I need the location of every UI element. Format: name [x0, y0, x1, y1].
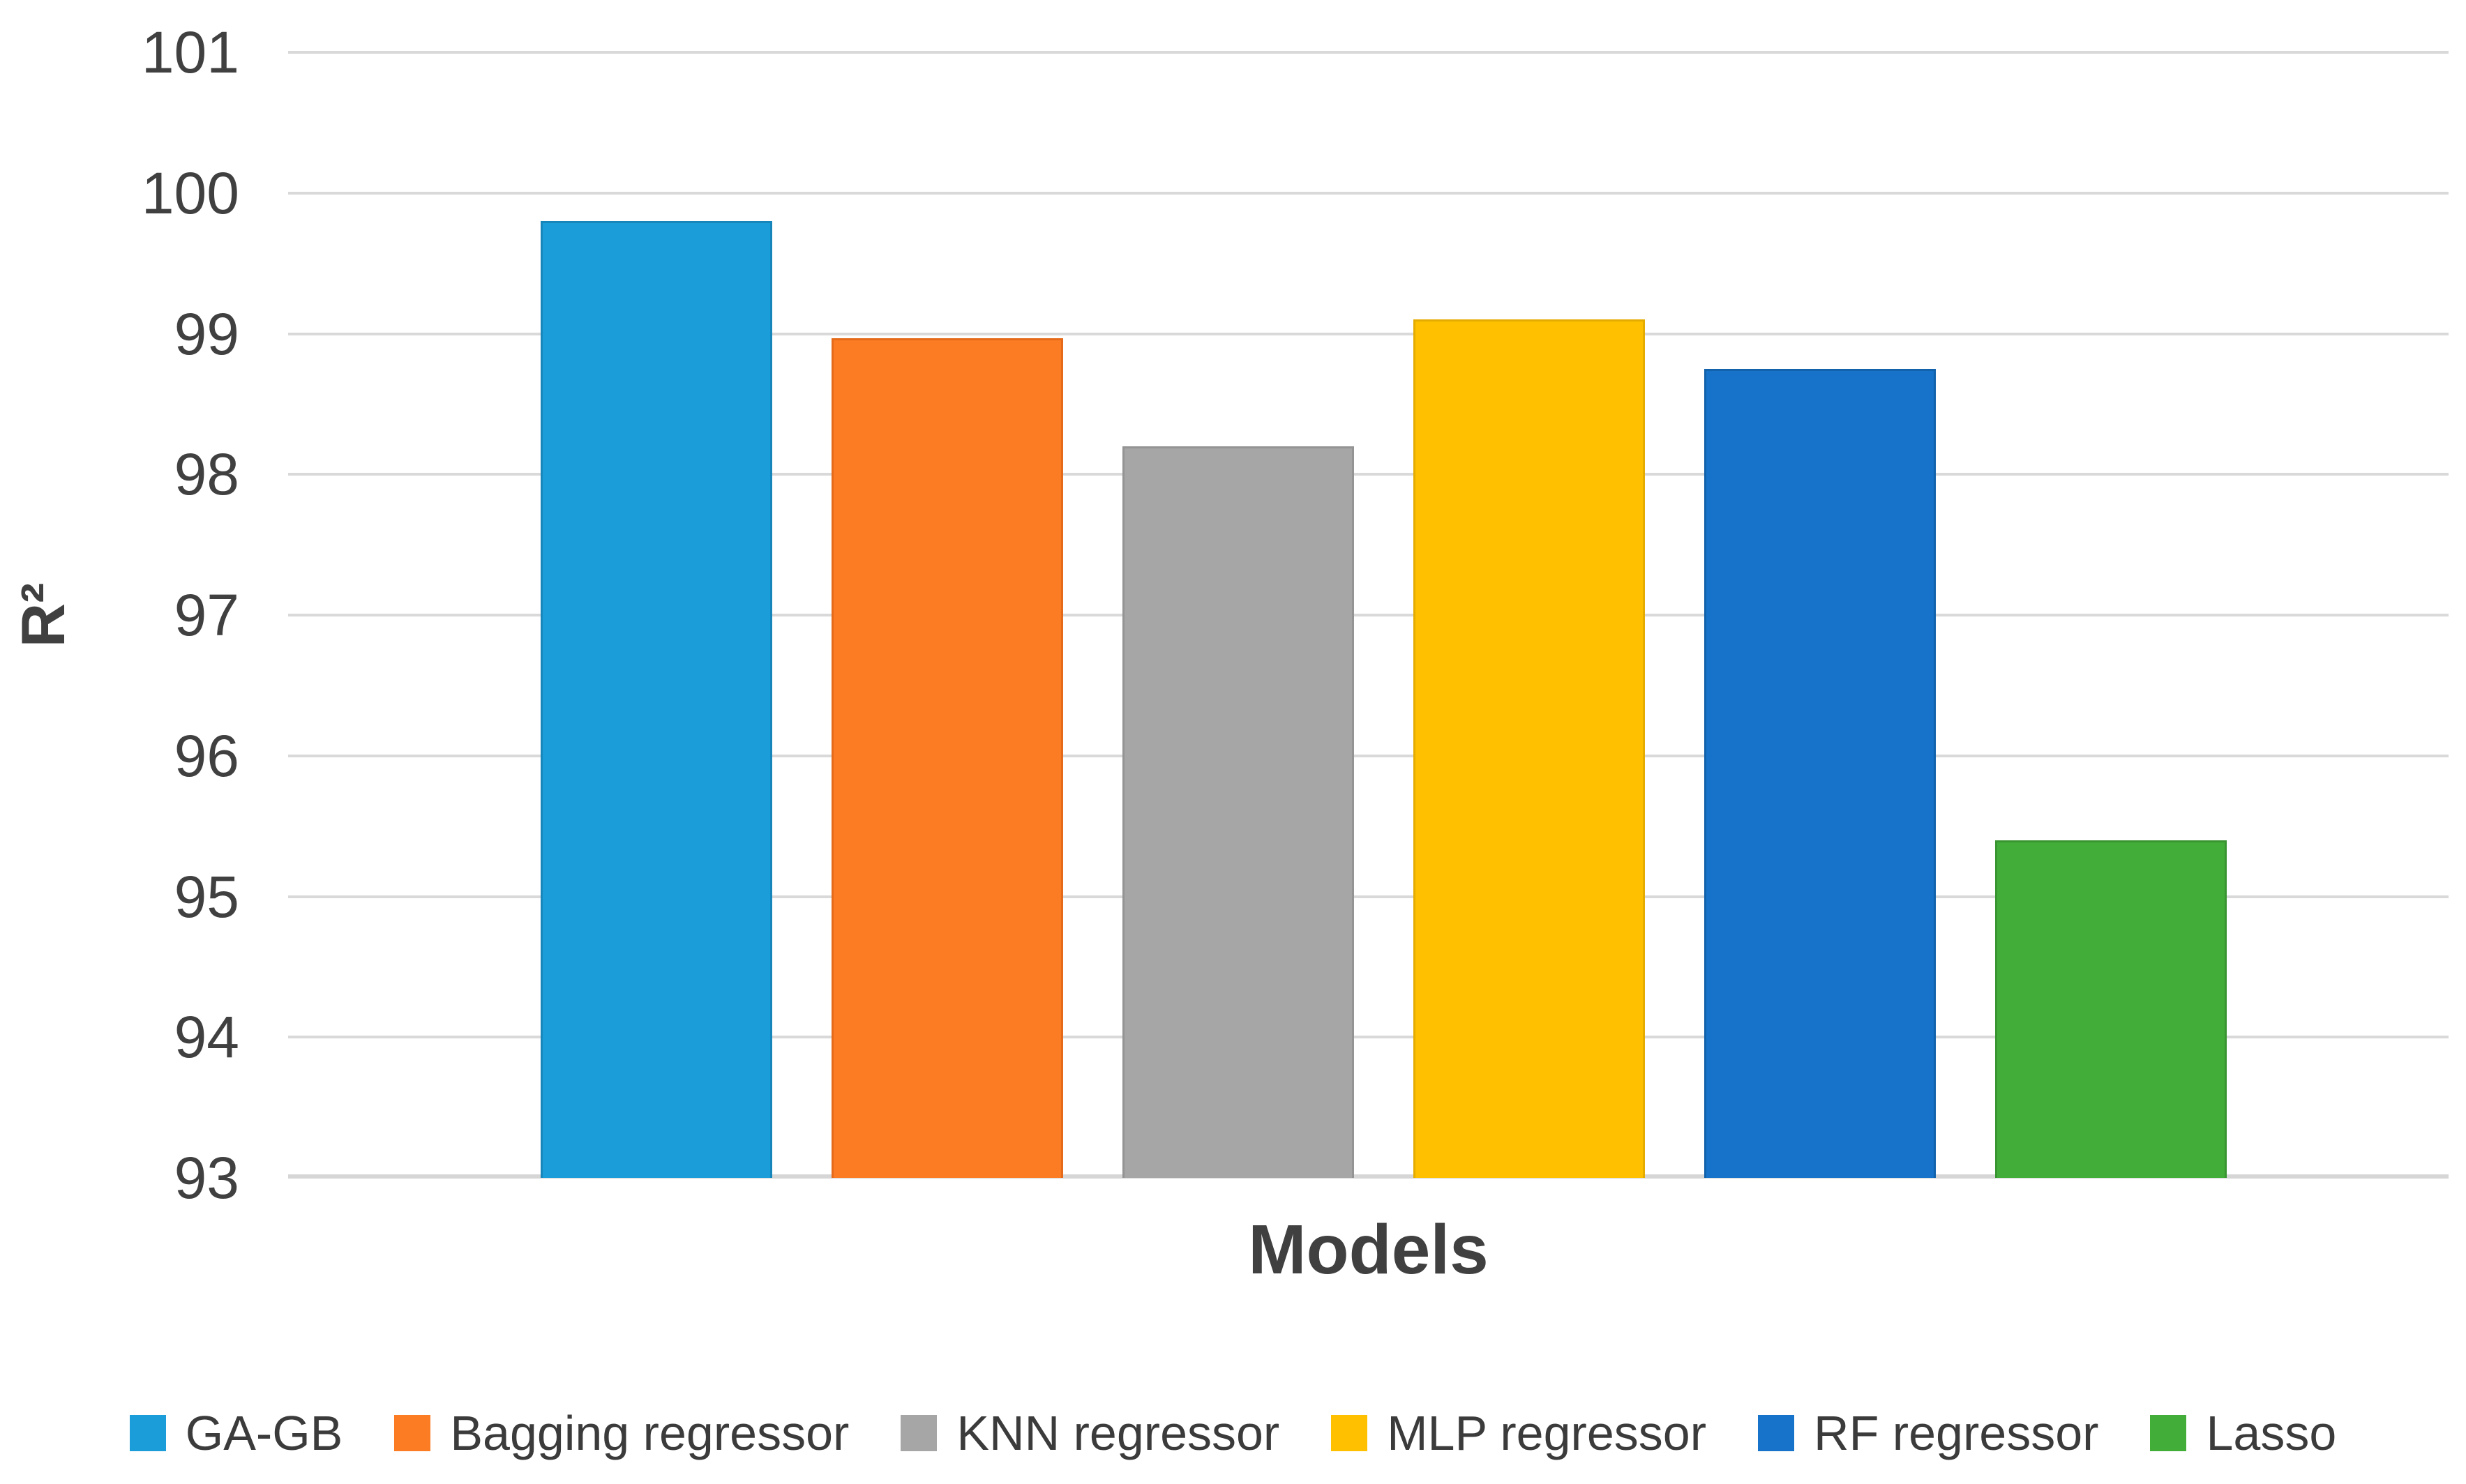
legend-item-knn-regressor: KNN regressor: [901, 1409, 1279, 1458]
gridline: [288, 614, 2449, 616]
y-tick-label: 94: [174, 1004, 239, 1070]
y-tick-label: 97: [174, 582, 239, 648]
bar-knn-regressor: [1122, 446, 1354, 1178]
y-tick-label: 93: [174, 1145, 239, 1211]
bar-rf-regressor: [1704, 368, 1936, 1178]
gridline: [288, 473, 2449, 476]
legend-label: KNN regressor: [956, 1406, 1280, 1460]
bar-ga-gb: [541, 221, 772, 1178]
legend-label: Lasso: [2206, 1406, 2337, 1460]
legend-label: GA-GB: [185, 1406, 343, 1460]
legend-label: MLP regressor: [1387, 1406, 1707, 1460]
legend-item-mlp-regressor: MLP regressor: [1331, 1409, 1706, 1458]
gridline: [288, 895, 2449, 898]
y-tick-label: 99: [174, 301, 239, 367]
y-tick-label: 95: [174, 863, 239, 930]
y-tick-label: 101: [141, 20, 239, 85]
legend-swatch-icon: [2150, 1415, 2187, 1451]
legend-item-bagging-regressor: Bagging regressor: [394, 1409, 849, 1458]
legend-item-rf-regressor: RF regressor: [1758, 1409, 2098, 1458]
legend-swatch-icon: [129, 1415, 166, 1451]
gridline: [288, 51, 2449, 54]
y-tick-label: 96: [174, 722, 239, 789]
legend-swatch-icon: [1331, 1415, 1368, 1451]
gridline: [288, 1036, 2449, 1039]
legend-label: RF regressor: [1814, 1406, 2099, 1460]
gridline: [288, 754, 2449, 757]
gridline: [288, 191, 2449, 195]
bar-mlp-regressor: [1413, 319, 1645, 1178]
y-tick-label: 100: [141, 160, 239, 226]
legend-label: Bagging regressor: [450, 1406, 850, 1460]
legend-swatch-icon: [1758, 1415, 1795, 1451]
gridline: [288, 332, 2449, 335]
x-axis-line: [288, 1174, 2449, 1179]
legend: GA-GB Bagging regressor KNN regressor MLP r…: [0, 1391, 2466, 1475]
legend-swatch-icon: [901, 1415, 938, 1451]
x-axis-title: Models: [1248, 1211, 1489, 1289]
bar-lasso: [1995, 840, 2227, 1178]
bar-bagging-regressor: [832, 338, 1063, 1178]
legend-item-lasso: Lasso: [2150, 1409, 2336, 1458]
plot-area: 93 94 95 96 97 98 99 100 101: [142, 20, 2449, 1211]
legend-swatch-icon: [394, 1415, 431, 1451]
y-tick-label: 98: [174, 441, 239, 508]
legend-item-ga-gb: GA-GB: [129, 1406, 343, 1460]
